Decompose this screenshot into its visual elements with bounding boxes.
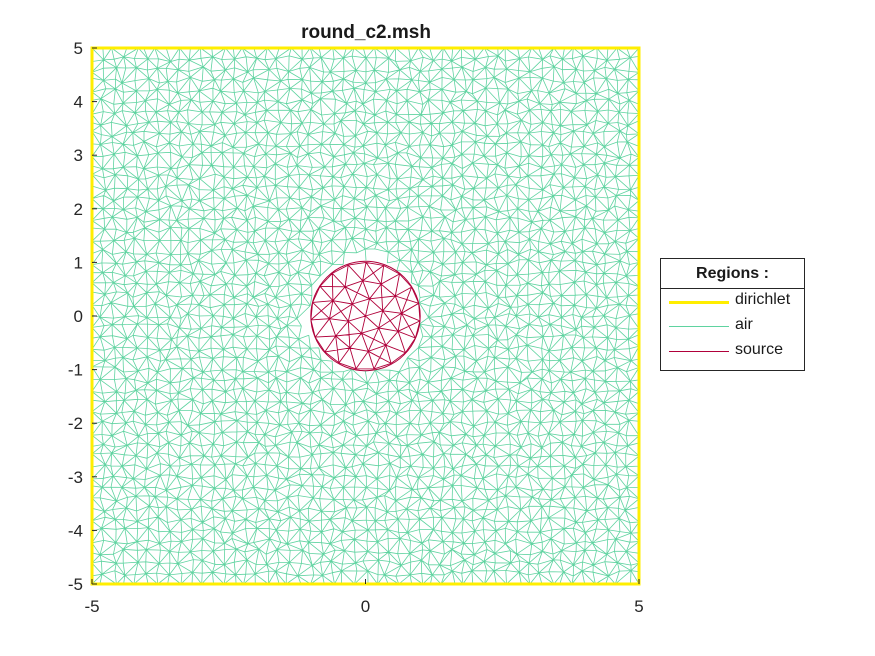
legend-label-dirichlet: dirichlet <box>735 291 791 308</box>
legend-label-air: air <box>735 316 753 333</box>
y-tick-label: 3 <box>74 146 83 165</box>
x-axis: -5 0 5 <box>84 579 644 616</box>
y-tick-label: -3 <box>68 468 83 487</box>
legend-entry-dirichlet: dirichlet <box>661 289 804 314</box>
y-tick-label: 1 <box>74 253 83 272</box>
legend-swatch-source <box>669 351 729 352</box>
x-tick-label: 5 <box>634 597 643 616</box>
y-tick-label: 2 <box>74 200 83 219</box>
y-axis: 5 4 3 2 1 0 -1 -2 -3 -4 -5 <box>68 39 97 594</box>
y-tick-label: -5 <box>68 575 83 594</box>
y-tick-label: -4 <box>68 521 83 540</box>
legend: Regions : dirichlet air source <box>660 258 805 371</box>
y-tick-label: -1 <box>68 361 83 380</box>
legend-title: Regions : <box>661 259 804 289</box>
legend-swatch-air <box>669 326 729 327</box>
x-tick-label: -5 <box>84 597 99 616</box>
y-tick-label: -2 <box>68 414 83 433</box>
plot-title: round_c2.msh <box>301 22 431 43</box>
x-tick-label: 0 <box>361 597 370 616</box>
legend-label-source: source <box>735 341 784 358</box>
legend-entry-air: air <box>661 314 804 339</box>
legend-swatch-dirichlet <box>669 301 729 304</box>
source-mesh <box>310 260 421 372</box>
y-tick-label: 5 <box>74 39 83 58</box>
y-tick-label: 4 <box>74 93 83 112</box>
y-tick-label: 0 <box>74 307 83 326</box>
legend-entry-source: source <box>661 339 804 364</box>
